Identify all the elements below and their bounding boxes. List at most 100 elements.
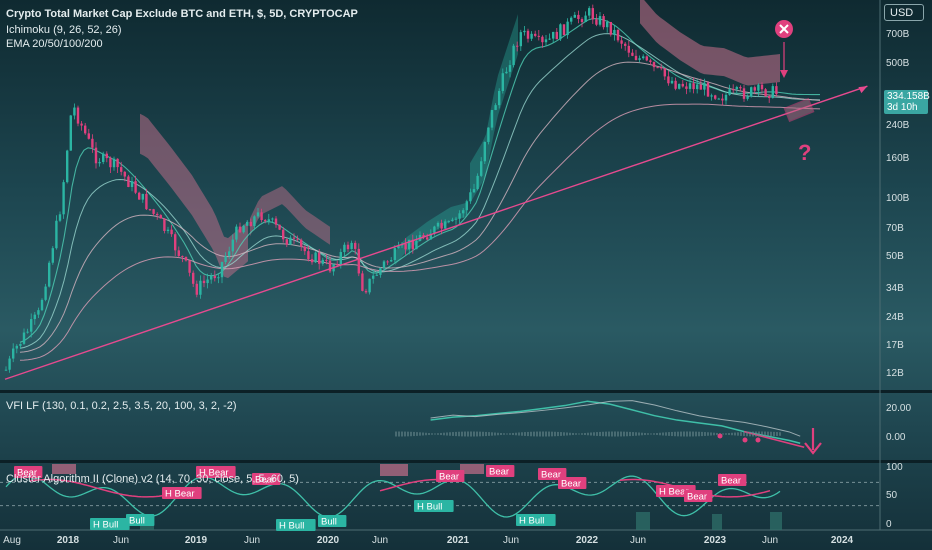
bull-candle (22, 332, 26, 344)
bull-candle (598, 16, 602, 25)
bull-candle (447, 221, 450, 223)
bear-candle (303, 246, 306, 252)
bear-signal-label: Bear (561, 479, 581, 490)
vfi-histogram-bar (407, 431, 409, 437)
bear-candle (310, 259, 314, 263)
bear-candle (404, 243, 407, 250)
bull-candle (415, 240, 418, 250)
vfi-histogram-bar (509, 433, 511, 435)
bull-candle (570, 17, 573, 22)
bull-candle (696, 84, 699, 90)
time-axis-tick: Aug (3, 535, 21, 546)
vfi-histogram-bar (506, 433, 508, 435)
ichimoku-cloud-bear (250, 186, 330, 245)
bull-candle (4, 369, 8, 371)
bull-candle (451, 219, 454, 222)
vfi-histogram-bar (599, 431, 601, 437)
vfi-histogram-bar (755, 431, 757, 437)
bull-candle (642, 56, 645, 59)
bear-candle (202, 280, 206, 284)
bear-candle (91, 138, 94, 148)
panel-separator-vfi (0, 390, 932, 393)
bear-signal-label-box (486, 465, 515, 477)
bull-signal-label: Bull (129, 516, 145, 527)
vfi-histogram-bar (758, 431, 760, 437)
vfi-histogram-bar (437, 433, 439, 435)
bear-candle (667, 76, 670, 84)
ema-100-line (19, 61, 821, 353)
vfi-histogram-bar (416, 432, 418, 436)
bear-candle (264, 220, 267, 222)
legend-ichimoku[interactable]: Ichimoku (9, 26, 52, 26) (6, 24, 122, 36)
time-axis-tick: Jun (113, 535, 129, 546)
vfi-histogram-bar (455, 431, 457, 437)
bear-signal-label: Bear (439, 472, 459, 483)
bull-candle (465, 201, 468, 211)
vfi-histogram-bar (428, 433, 430, 435)
bear-candle (159, 215, 162, 219)
bull-signal-label-box (516, 514, 556, 526)
bull-candle (746, 96, 749, 99)
time-axis-tick: Jun (762, 535, 778, 546)
price-axis-tick: 240B (886, 120, 910, 131)
bull-signal-label: Bull (321, 517, 337, 528)
currency-button[interactable]: USD (884, 4, 924, 21)
bull-candle (566, 21, 569, 36)
bear-candle (177, 250, 180, 256)
cluster-axis-tick: 0 (886, 519, 892, 530)
bear-candle (732, 89, 735, 91)
vfi-histogram-bar (449, 432, 451, 436)
chart-title: Crypto Total Market Cap Exclude BTC and … (6, 8, 358, 20)
vfi-histogram-bar (608, 431, 610, 437)
time-axis-tick: Jun (372, 535, 388, 546)
vfi-histogram-bar (482, 431, 484, 437)
vfi-histogram-bar (776, 432, 778, 436)
vfi-panel (395, 400, 805, 449)
ema-20-line (19, 18, 820, 343)
vfi-histogram-bar (611, 431, 613, 437)
bear-candle (764, 89, 767, 97)
bull-candle (44, 286, 47, 300)
vfi-histogram-bar (473, 431, 475, 437)
vfi-histogram-bar (647, 433, 649, 435)
vfi-histogram-bar (578, 433, 580, 435)
vfi-axis-tick: 0.00 (886, 432, 906, 443)
bear-candle (174, 234, 177, 251)
vfi-histogram-bar (563, 432, 565, 436)
bear-candle (760, 84, 764, 90)
question-mark-label: ? (798, 140, 811, 165)
bull-candle (724, 94, 728, 101)
vfi-histogram-bar (605, 431, 607, 437)
trendline-arrowhead (858, 86, 868, 94)
vfi-histogram-bar (464, 431, 466, 437)
bull-candle (678, 83, 681, 89)
bull-candle (498, 90, 501, 106)
bull-candle (253, 216, 256, 227)
x-marker-cross (779, 24, 789, 34)
vfi-histogram-bar (752, 431, 754, 437)
legend-vfi[interactable]: VFI LF (130, 0.1, 0.2, 2.5, 3.5, 20, 100… (6, 400, 237, 412)
cluster-zone-block (460, 464, 484, 474)
ichimoku-cloud-bear (140, 113, 248, 279)
bull-candle (69, 115, 72, 151)
bull-signal-label: H Bull (93, 520, 118, 531)
vfi-histogram-bar (716, 432, 718, 436)
legend-cluster[interactable]: Cluster Algorithm II (Clone) v2 (14, 70,… (6, 473, 299, 485)
vfi-histogram-bar (527, 431, 529, 437)
vfi-histogram-bar (617, 431, 619, 437)
vfi-histogram-bar (554, 431, 556, 437)
bull-candle (271, 218, 274, 220)
cluster-zone-block (636, 512, 650, 530)
vfi-histogram-bar (695, 431, 697, 437)
bear-candle (692, 83, 695, 90)
bear-signal-label: H Bear (199, 468, 229, 479)
bull-candle (58, 214, 62, 221)
bull-candle (51, 248, 54, 263)
bull-candle (397, 245, 400, 249)
cluster-zone-block (770, 512, 782, 530)
legend-ema[interactable]: EMA 20/50/100/200 (6, 38, 103, 50)
bull-candle (62, 182, 65, 215)
cluster-oscillator-line (5, 473, 781, 518)
bull-candle (454, 218, 458, 220)
vfi-histogram-bar (740, 432, 742, 436)
